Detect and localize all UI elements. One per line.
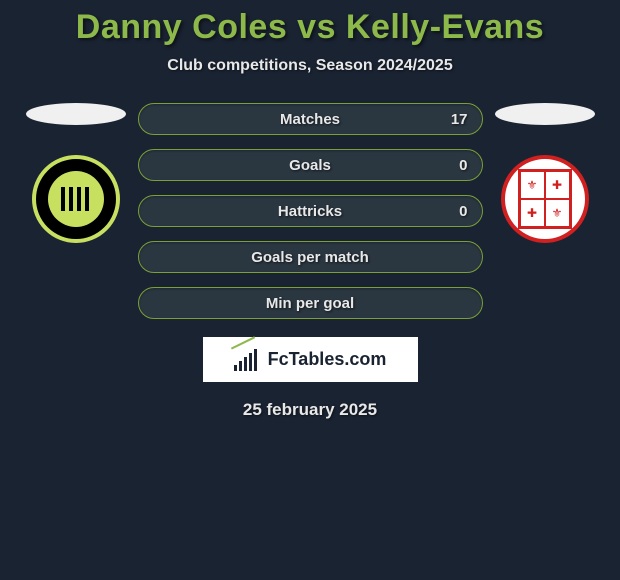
branding-text: FcTables.com [268, 349, 387, 370]
right-club-badge: ⚜ ✚ ✚ ⚜ [501, 155, 589, 243]
content-row: Matches 17 Goals 0 Hattricks 0 Goals per… [0, 103, 620, 319]
stat-row-hattricks: Hattricks 0 [138, 195, 483, 227]
right-country-flag [495, 103, 595, 125]
page-title: Danny Coles vs Kelly-Evans [0, 8, 620, 47]
logo-chart-icon [234, 349, 262, 371]
stat-row-matches: Matches 17 [138, 103, 483, 135]
shield-q1: ⚜ [520, 171, 545, 199]
left-club-badge [32, 155, 120, 243]
shield-q4: ⚜ [545, 199, 570, 227]
left-club-inner [48, 171, 104, 227]
branding-box: FcTables.com [203, 337, 418, 382]
stat-row-goals: Goals 0 [138, 149, 483, 181]
stat-right-value: 0 [459, 157, 467, 174]
stat-right-value: 17 [451, 111, 468, 128]
left-player-column [26, 103, 126, 243]
left-country-flag [26, 103, 126, 125]
right-player-column: ⚜ ✚ ✚ ⚜ [495, 103, 595, 243]
stat-label: Goals per match [251, 249, 369, 266]
stat-right-value: 0 [459, 203, 467, 220]
stat-label: Hattricks [278, 203, 342, 220]
subtitle: Club competitions, Season 2024/2025 [0, 57, 620, 75]
stat-label: Min per goal [266, 295, 354, 312]
shield-q3: ✚ [520, 199, 545, 227]
right-club-shield: ⚜ ✚ ✚ ⚜ [518, 169, 572, 229]
stat-row-min-per-goal: Min per goal [138, 287, 483, 319]
stats-column: Matches 17 Goals 0 Hattricks 0 Goals per… [138, 103, 483, 319]
comparison-widget: Danny Coles vs Kelly-Evans Club competit… [0, 0, 620, 420]
date-label: 25 february 2025 [0, 400, 620, 420]
shield-q2: ✚ [545, 171, 570, 199]
stat-label: Goals [289, 157, 331, 174]
left-club-stripes [61, 187, 91, 211]
stat-label: Matches [280, 111, 340, 128]
stat-row-goals-per-match: Goals per match [138, 241, 483, 273]
